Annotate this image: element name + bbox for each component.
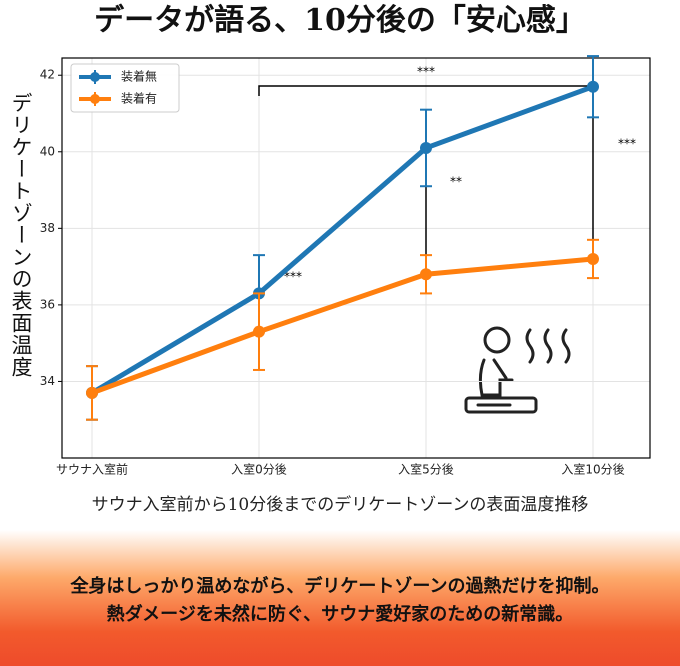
y-tick-label: 34 (40, 374, 55, 388)
significance-label: *** (417, 65, 435, 79)
plot-frame (61, 57, 651, 459)
caption: サウナ入室前から10分後までのデリケートゾーンの表面温度推移 (91, 495, 589, 515)
y-tick-label: 42 (40, 68, 55, 82)
point (86, 386, 98, 399)
y-axis-label: デリケートゾーンの表面温度 (9, 92, 33, 378)
x-tick-label: 入室5分後 (398, 462, 454, 477)
legend-marker (90, 72, 100, 82)
footer: 全身はしっかり温めながら、デリケートゾーンの過熱だけを抑制。 熱ダメージを未然に… (0, 530, 680, 666)
line (90, 84, 594, 396)
footer-line: 熱ダメージを未然に防ぐ、サウナ愛好家のための新常識。 (106, 604, 574, 625)
x-tick-label: 入室0分後 (231, 462, 287, 477)
significance-label: ** (450, 175, 462, 189)
y-tick-label: 36 (40, 297, 55, 311)
x-tick-label: サウナ入室前 (56, 462, 128, 477)
legend-label: 装着無 (121, 69, 157, 84)
line (91, 256, 594, 396)
significance-label: *** (618, 137, 636, 151)
point (420, 141, 432, 154)
point (253, 325, 265, 338)
y-tick-label: 38 (40, 221, 55, 235)
point (420, 268, 432, 281)
point (587, 252, 599, 265)
legend-marker (90, 94, 100, 104)
sauna-icon (464, 326, 571, 414)
x-tick-label: 入室10分後 (561, 462, 624, 477)
legend-label: 装着有 (121, 91, 157, 106)
point (587, 80, 599, 93)
footer-line: 全身はしっかり温めながら、デリケートゾーンの過熱だけを抑制。 (70, 576, 610, 597)
series (86, 238, 599, 421)
significance-label: *** (284, 270, 302, 284)
title: データが語る、10分後の「安心感」 (94, 3, 586, 38)
y-tick-label: 40 (40, 144, 55, 158)
